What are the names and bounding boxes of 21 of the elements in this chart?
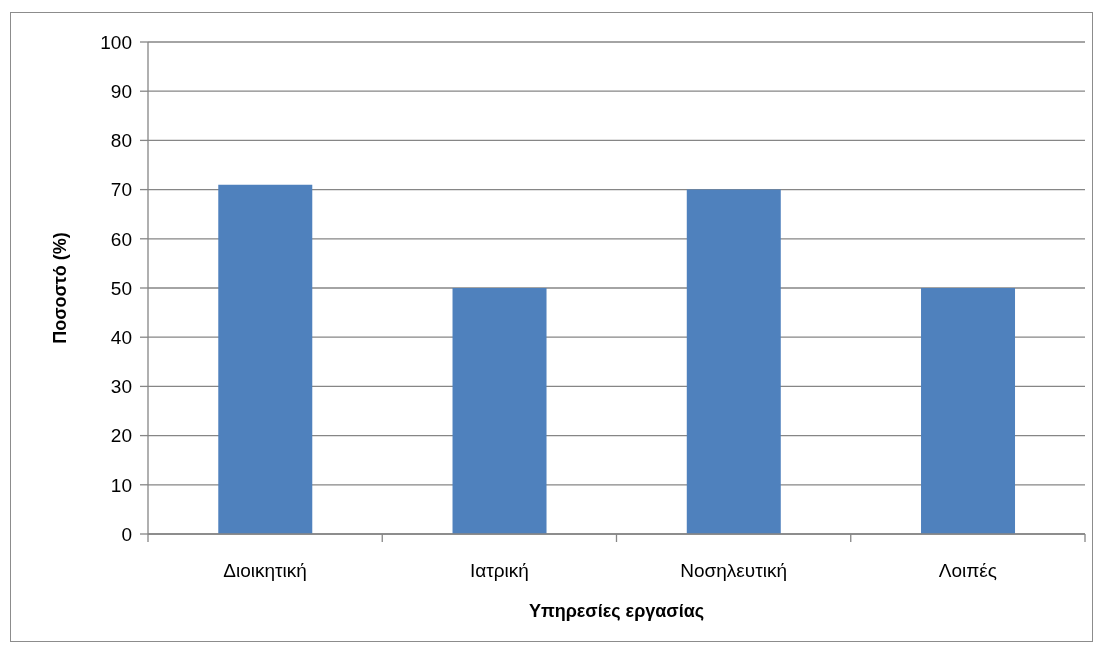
y-tick-label: 30	[110, 376, 132, 398]
y-tick-label: 20	[110, 425, 132, 447]
y-tick-label: 50	[110, 277, 132, 299]
y-tick-label: 10	[110, 474, 132, 496]
y-tick-label: 90	[110, 80, 132, 102]
y-tick-label: 60	[110, 228, 132, 250]
bar	[686, 189, 781, 534]
y-axis-title: Ποσοστό (%)	[50, 232, 70, 344]
y-tick-label: 40	[110, 326, 132, 348]
bar	[218, 184, 313, 534]
x-tick-label: Ιατρική	[469, 560, 529, 582]
y-tick-label: 80	[110, 130, 132, 152]
bar	[921, 288, 1016, 534]
x-tick-label: Διοικητική	[223, 560, 307, 582]
y-tick-label: 100	[100, 31, 132, 53]
x-tick-label: Λοιπές	[938, 560, 997, 582]
y-tick-label: 0	[121, 523, 132, 545]
x-tick-label: Νοσηλευτική	[680, 560, 787, 582]
y-tick-label: 70	[110, 179, 132, 201]
x-axis-title: Υπηρεσίες εργασίας	[528, 601, 705, 621]
bar	[452, 288, 547, 534]
